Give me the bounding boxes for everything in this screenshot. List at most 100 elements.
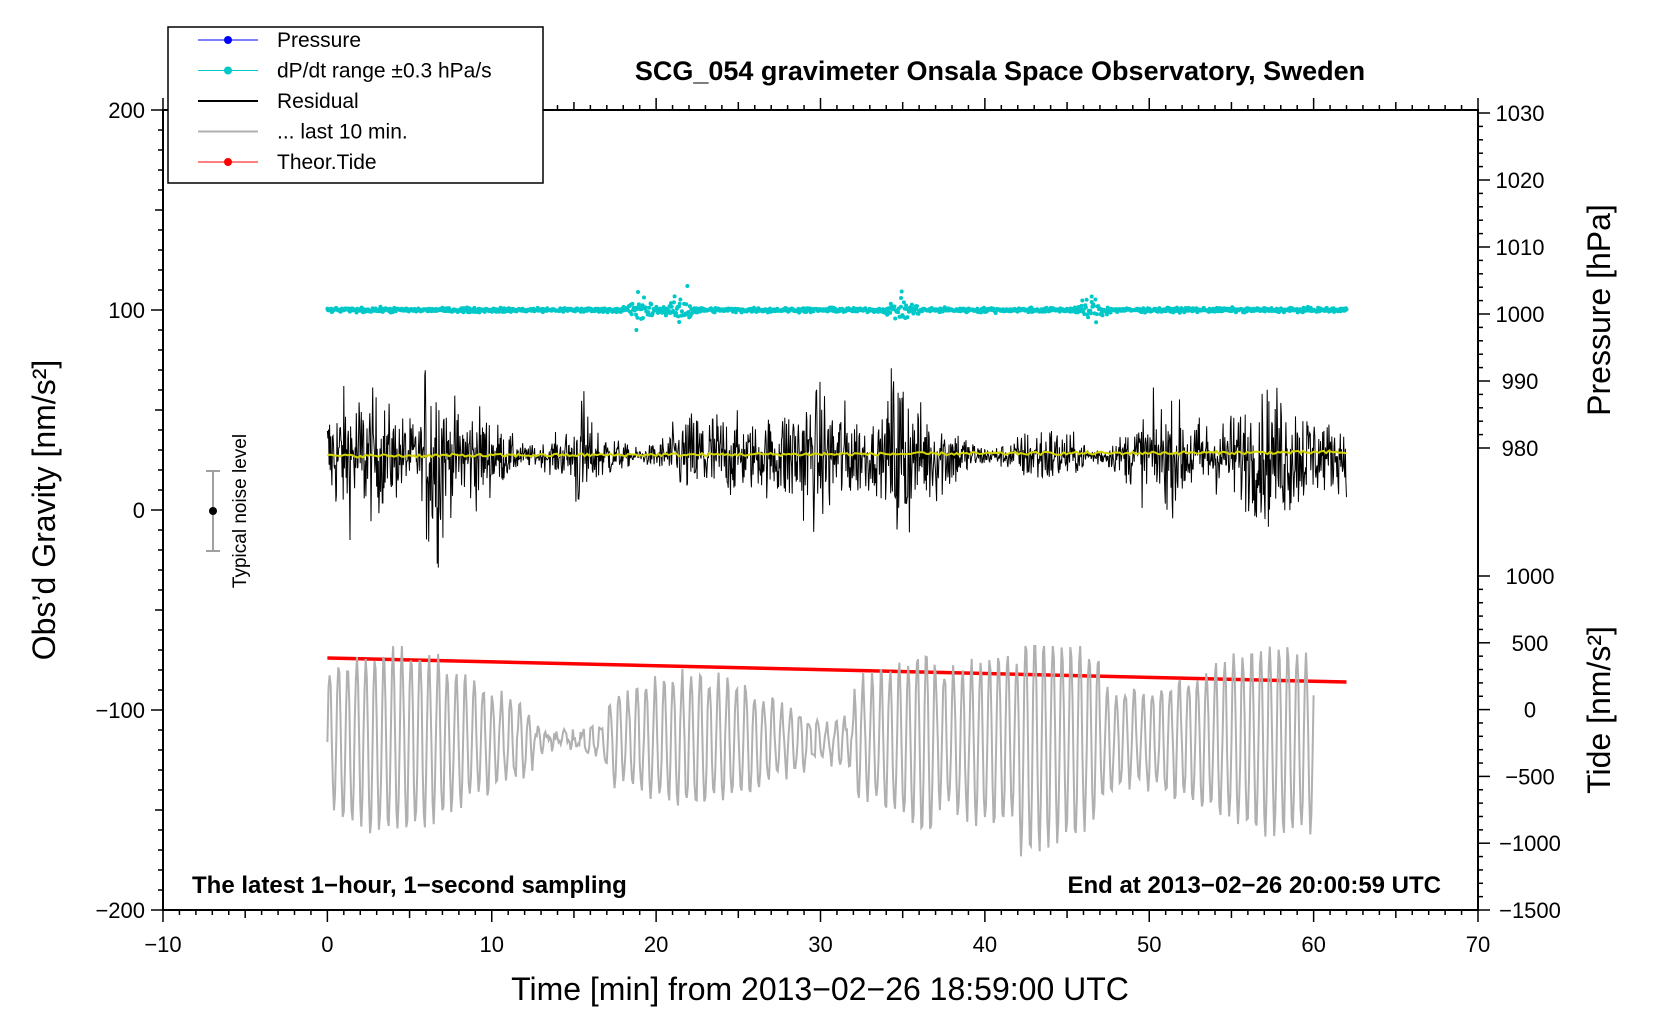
dpdt-point [636, 290, 641, 294]
dpdt-point [915, 304, 919, 309]
annotation-bottom-left: The latest 1−hour, 1−second sampling [192, 872, 627, 899]
y-tick-label-pressure: 1030 [1496, 101, 1545, 126]
x-axis-title: Time [min] from 2013−02−26 18:59:00 UTC [511, 971, 1129, 1007]
y-tick-label-pressure: 980 [1502, 436, 1539, 461]
dpdt-point [1080, 298, 1085, 303]
noise-indicator: Typical noise level [206, 434, 251, 588]
y-tick-label-tide: 500 [1512, 631, 1549, 656]
legend-item: dP/dt range ±0.3 hPa/s [198, 60, 492, 83]
dpdt-point [650, 311, 655, 316]
dpdt-point [914, 307, 919, 312]
dpdt-point [904, 303, 909, 308]
residual-mean-line [327, 449, 1347, 459]
legend: Pressure dP/dt range ±0.3 hPa/s Residual..… [167, 26, 544, 184]
y-axis-title-left: Obs’d Gravity [nm/s²] [26, 360, 62, 661]
legend-item: Residual [198, 90, 359, 113]
dpdt-point [634, 312, 638, 317]
dpdt-point [1082, 312, 1087, 317]
noise-center-dot [209, 507, 217, 515]
dpdt-point [635, 315, 640, 320]
dpdt-point [640, 316, 645, 320]
dpdt-point [1094, 320, 1099, 325]
legend-swatch-dot [224, 158, 232, 166]
legend-item: Theor.Tide [198, 151, 377, 174]
legend-label: Residual [277, 90, 359, 113]
dpdt-point [1084, 297, 1089, 302]
theor-tide-line [327, 656, 1347, 684]
dpdt-point [899, 304, 903, 309]
y-tick-label-tide: −500 [1505, 764, 1555, 789]
dpdt-point [888, 310, 893, 315]
x-tick-label: −10 [144, 932, 181, 957]
dpdt-point [1089, 294, 1094, 299]
dpdt-point [677, 301, 682, 306]
dpdt-point [643, 305, 648, 310]
dpdt-point [901, 300, 906, 305]
dpdt-point [677, 320, 682, 324]
dpdt-point [674, 311, 679, 315]
legend-label: ... last 10 min. [277, 121, 408, 144]
dpdt-point [1108, 310, 1113, 315]
dpdt-point [1089, 311, 1093, 316]
dpdt-point [1079, 303, 1084, 308]
y-tick-label-pressure: 1020 [1496, 168, 1545, 193]
dpdt-point [885, 312, 890, 317]
dpdt-point [630, 301, 635, 306]
residual-line [326, 368, 1347, 568]
y-axis-title-pressure: Pressure [hPa] [1581, 204, 1617, 416]
dpdt-point [912, 310, 917, 314]
dpdt-point [1094, 312, 1099, 317]
dpdt-point [629, 312, 634, 317]
dpdt-point [1093, 297, 1098, 302]
chart-title: SCG_054 gravimeter Onsala Space Observat… [635, 56, 1365, 86]
dpdt-point [686, 310, 691, 315]
legend-swatch-dot [224, 66, 232, 75]
y-tick-label-left: −200 [95, 898, 145, 923]
dpdt-point [378, 304, 383, 309]
dpdt-point [662, 310, 667, 315]
dpdt-point [663, 313, 668, 318]
y-tick-label-tide: 0 [1524, 698, 1536, 723]
y-tick-label-left: 100 [108, 298, 145, 323]
y-tick-label-left: 0 [133, 498, 145, 523]
dpdt-point [678, 297, 683, 302]
y-tick-label-pressure: 1010 [1496, 235, 1545, 260]
series-layer [325, 284, 1349, 857]
dpdt-point [1344, 307, 1349, 312]
tick-label-layer: −10 0 10 20 30 40 50 60 702001000−100−2001030102… [95, 98, 1560, 957]
dpdt-point [679, 309, 684, 314]
dpdt-point [899, 289, 904, 294]
noise-label: Typical noise level [230, 434, 251, 588]
dpdt-point [899, 296, 904, 300]
dpdt-point [1086, 315, 1091, 320]
dpdt-point [1089, 300, 1094, 304]
y-tick-label-left: 200 [108, 98, 145, 123]
legend-swatch-dot [224, 36, 232, 44]
dpdt-point [672, 294, 677, 299]
y-axis-title-tide: Tide [nm/s²] [1581, 626, 1617, 794]
x-tick-label: 40 [973, 932, 997, 957]
legend-item: Pressure [198, 29, 361, 52]
y-tick-label-tide: −1000 [1499, 831, 1561, 856]
dpdt-point [671, 309, 676, 313]
y-tick-label-tide: −1500 [1499, 898, 1561, 923]
dpdt-point [896, 310, 901, 315]
dpdt-point [671, 300, 676, 305]
dpdt-point [647, 305, 652, 310]
dpdt-point [1100, 313, 1105, 318]
y-tick-label-pressure: 1000 [1496, 302, 1545, 327]
x-tick-label: 10 [480, 932, 504, 957]
annotation-bottom-right: End at 2013−02−26 20:00:59 UTC [1067, 872, 1441, 899]
dpdt-point [685, 284, 690, 288]
legend-label: dP/dt range ±0.3 hPa/s [277, 60, 492, 83]
y-tick-label-tide: 1000 [1506, 564, 1555, 589]
dpdt-point [893, 316, 898, 321]
last-10-min-line [326, 645, 1315, 857]
dpdt-point [1091, 304, 1096, 308]
dpdt-point [676, 314, 681, 319]
x-tick-label: 60 [1301, 932, 1325, 957]
legend-items: Pressure dP/dt range ±0.3 hPa/s Residual..… [198, 29, 492, 174]
dpdt-point [1083, 305, 1088, 310]
legend-item: ... last 10 min. [198, 121, 408, 144]
